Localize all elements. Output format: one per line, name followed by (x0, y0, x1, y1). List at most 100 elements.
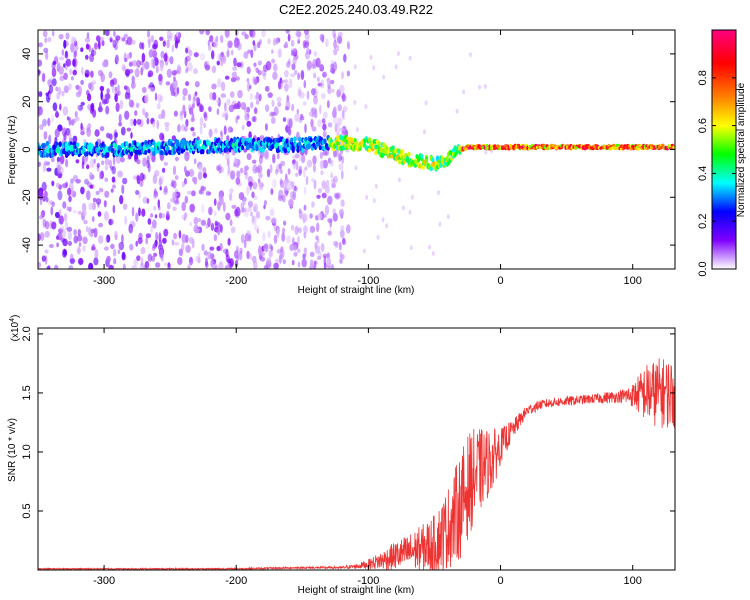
heatmap-noise-cell (57, 61, 61, 69)
heatmap-noise-cell (38, 161, 41, 167)
heatmap-noise-cell (267, 92, 273, 98)
heatmap-noise-cell (271, 49, 274, 54)
heatmap-noise-cell (339, 253, 345, 260)
heatmap-noise-cell (59, 103, 62, 111)
heatmap-noise-cell (227, 41, 233, 49)
heatmap-noise-cell (134, 110, 138, 116)
heatmap-noise-cell (250, 211, 253, 217)
heatmap-noise-cell (65, 127, 71, 136)
heatmap-noise-cell (266, 168, 271, 178)
heatmap-noise-cell (72, 59, 77, 65)
heatmap-noise-cell (263, 264, 269, 269)
heatmap-noise-cell (158, 212, 162, 219)
heatmap-noise-cell (78, 85, 82, 96)
heatmap-noise-cell (203, 172, 207, 179)
heatmap-noise-cell (410, 194, 414, 200)
heatmap-noise-cell (246, 250, 250, 260)
heatmap-noise-cell (251, 159, 257, 164)
heatmap-noise-cell (338, 31, 343, 38)
heatmap-noise-cell (324, 185, 330, 194)
heatmap-noise-cell (275, 168, 279, 175)
heatmap-noise-cell (56, 156, 61, 163)
heatmap-noise-cell (347, 45, 351, 51)
heatmap-ridge-cell (304, 136, 308, 142)
heatmap-noise-cell (185, 81, 190, 87)
heatmap-noise-cell (209, 92, 214, 101)
heatmap-noise-cell (63, 72, 68, 81)
heatmap-noise-cell (84, 178, 89, 185)
heatmap-noise-cell (320, 243, 325, 252)
heatmap-noise-cell (317, 187, 322, 194)
heatmap-ridge-cell (255, 146, 259, 152)
snr-x-tick-label: 100 (624, 575, 642, 587)
heatmap-noise-cell (340, 199, 345, 207)
heatmap-ridge-cell (160, 150, 164, 156)
heatmap-noise-cell (246, 153, 252, 161)
heatmap-noise-cell (103, 246, 109, 251)
heatmap-noise-cell (39, 198, 43, 205)
heatmap-noise-cell (240, 234, 245, 244)
heatmap-noise-cell (114, 93, 118, 103)
heatmap-noise-cell (141, 52, 146, 63)
heatmap-noise-cell (124, 57, 128, 63)
heatmap-noise-cell (229, 219, 233, 227)
heatmap-noise-cell (66, 116, 70, 121)
heatmap-noise-cell (97, 40, 101, 50)
heatmap-noise-cell (130, 132, 133, 139)
heatmap-noise-cell (184, 151, 190, 162)
heatmap-noise-cell (478, 84, 482, 90)
heatmap-noise-cell (353, 64, 357, 70)
heatmap-noise-cell (136, 59, 141, 68)
heatmap-noise-cell (158, 175, 164, 184)
heatmap-noise-cell (43, 47, 49, 53)
heatmap-noise-cell (221, 55, 226, 63)
heatmap-noise-cell (287, 33, 291, 42)
heatmap-noise-cell (253, 62, 257, 67)
heatmap-noise-cell (253, 107, 258, 115)
heatmap-noise-cell (201, 243, 205, 251)
heatmap-noise-cell (95, 190, 100, 196)
heatmap-noise-cell (127, 92, 131, 100)
heatmap-noise-cell (110, 243, 115, 250)
heatmap-noise-cell (136, 159, 141, 165)
heatmap-ridge-cell (95, 141, 99, 147)
snr-y-multiplier: (x104) (9, 315, 21, 342)
heatmap-noise-cell (73, 118, 77, 124)
heatmap-noise-cell (316, 194, 321, 199)
heatmap-noise-cell (55, 211, 60, 219)
heatmap-ridge-cell (291, 147, 295, 153)
heatmap-noise-cell (342, 105, 348, 113)
heatmap-noise-cell (303, 80, 307, 89)
heatmap-noise-cell (270, 188, 274, 195)
heatmap-noise-cell (51, 157, 55, 163)
heatmap-noise-cell (213, 234, 218, 242)
heatmap-noise-cell (72, 69, 77, 76)
heatmap-noise-cell (338, 163, 344, 171)
heatmap-noise-cell (179, 110, 184, 116)
heatmap-noise-cell (44, 37, 48, 43)
heatmap-ridge-cell (464, 147, 468, 151)
heatmap-noise-cell (124, 215, 128, 225)
heatmap-noise-cell (146, 159, 150, 169)
heatmap-noise-cell (218, 261, 224, 269)
heatmap-noise-cell (174, 40, 179, 49)
heatmap-noise-cell (77, 105, 84, 112)
heatmap-noise-cell (38, 106, 43, 116)
heatmap-noise-cell (193, 158, 197, 165)
heatmap-noise-cell (51, 114, 54, 123)
heatmap-noise-cell (136, 255, 141, 262)
heatmap-noise-cell (155, 65, 159, 74)
heatmap-noise-cell (150, 213, 154, 218)
heatmap-noise-cell (251, 191, 255, 199)
heatmap-ridge-cell (45, 152, 50, 158)
heatmap-noise-cell (290, 224, 295, 231)
heatmap-noise-cell (230, 77, 237, 83)
heatmap-noise-cell (197, 217, 201, 223)
heatmap-noise-cell (58, 209, 62, 216)
heatmap-noise-cell (193, 52, 199, 58)
heatmap-noise-cell (128, 223, 133, 234)
heatmap-noise-cell (184, 125, 188, 132)
heatmap-ridge-cell (318, 145, 322, 151)
heatmap-noise-cell (262, 232, 266, 242)
heatmap-noise-cell (133, 175, 137, 180)
